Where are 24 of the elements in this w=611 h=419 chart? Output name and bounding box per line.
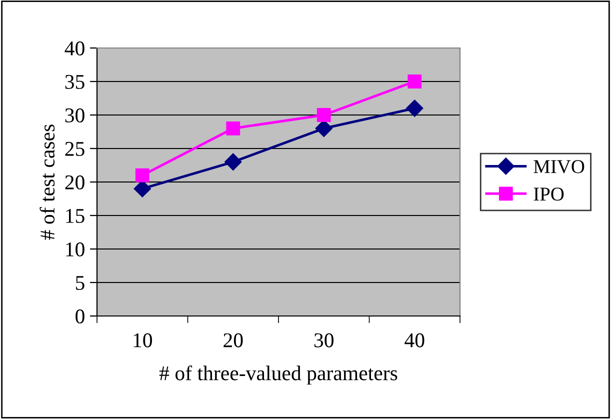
point <box>406 100 424 117</box>
x-axis-title: # of three-valued parameters <box>159 365 398 385</box>
point <box>135 168 150 182</box>
y-tick-label: 5 <box>76 276 84 290</box>
point <box>316 108 331 122</box>
point <box>134 180 151 198</box>
legend-label: MIVO <box>534 160 584 174</box>
x-tick-label: 10 <box>134 333 152 348</box>
point <box>408 74 422 88</box>
y-tick-label: 25 <box>65 142 84 156</box>
y-axis-title: # of test cases <box>40 124 55 240</box>
x-tick-label: 40 <box>404 333 424 348</box>
y-tick-label: 15 <box>66 208 84 223</box>
x-tick-label: 30 <box>314 333 334 348</box>
x-tick-label: 20 <box>224 333 243 348</box>
point <box>224 153 242 170</box>
legend-label: IPO <box>534 188 564 201</box>
y-tick-label: 35 <box>65 74 84 89</box>
y-tick-label: 10 <box>66 242 84 256</box>
y-tick-label: 20 <box>65 175 84 190</box>
point <box>226 121 240 136</box>
y-tick-label: 30 <box>65 108 84 122</box>
y-tick-label: 0 <box>76 309 84 324</box>
y-tick-label: 40 <box>64 41 84 56</box>
